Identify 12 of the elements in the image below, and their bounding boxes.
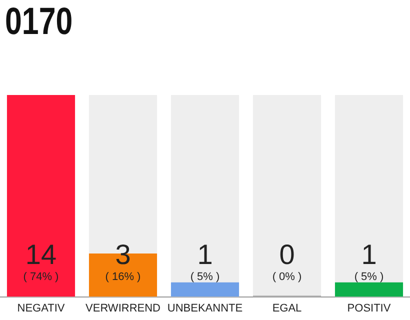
- x-tick-label: NEGATIV: [17, 302, 66, 314]
- chart-title: 0170: [5, 0, 73, 44]
- data-label: 1 ( 5% ): [190, 238, 220, 283]
- bar: [334, 282, 404, 297]
- x-tick-label: VERWIRREND: [86, 302, 161, 314]
- x-tick-label: POSITIV: [347, 302, 392, 314]
- data-label: 14 ( 74% ): [23, 238, 59, 283]
- x-tick-label: EGAL: [272, 302, 302, 314]
- data-label: 1 ( 5% ): [354, 238, 384, 283]
- x-tick-label: UNBEKANNTE: [167, 302, 243, 314]
- data-label: 0 ( 0% ): [272, 238, 302, 283]
- bar: [170, 282, 240, 297]
